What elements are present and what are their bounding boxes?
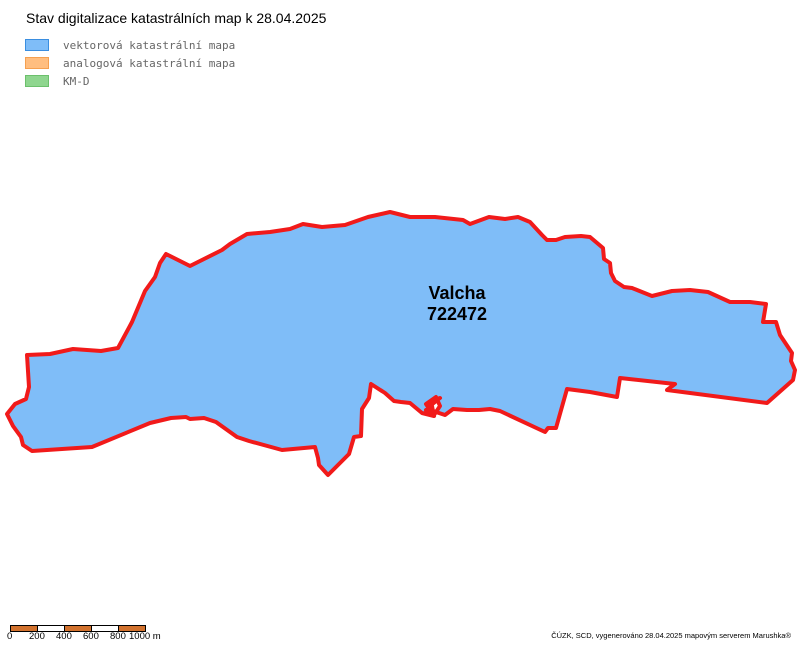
credit-text: ČÚZK, SCD, vygenerováno 28.04.2025 mapov… xyxy=(551,631,791,640)
area-name-label: Valcha xyxy=(428,283,486,303)
scale-tick-label: 800 xyxy=(110,631,126,642)
scale-bar: 0 200 400 600 800 1000 m xyxy=(7,620,161,642)
scale-bar-graphic xyxy=(10,625,146,632)
legend: vektorová katastrální mapa analogová kat… xyxy=(25,36,235,90)
scale-tick-label: 200 xyxy=(29,631,45,642)
scale-tick-label: 0 xyxy=(7,631,13,642)
scale-tick-label: 600 xyxy=(83,631,99,642)
legend-label-vector: vektorová katastrální mapa xyxy=(63,38,236,52)
legend-item-kmd: KM-D xyxy=(25,72,235,90)
legend-item-analog: analogová katastrální mapa xyxy=(25,54,235,72)
legend-swatch-vector xyxy=(25,39,49,51)
legend-label-kmd: KM-D xyxy=(63,74,90,88)
map-title: Stav digitalizace katastrálních map k 28… xyxy=(26,10,327,26)
cadastral-area-polygon[interactable] xyxy=(5,210,797,477)
legend-label-analog: analogová katastrální mapa xyxy=(63,56,236,70)
scale-tick-label: 400 xyxy=(56,631,72,642)
legend-swatch-analog xyxy=(25,57,49,69)
legend-item-vector: vektorová katastrální mapa xyxy=(25,36,235,54)
area-code-label: 722472 xyxy=(427,304,487,324)
legend-swatch-kmd xyxy=(25,75,49,87)
scale-tick-labels: 0 200 400 600 800 1000 m xyxy=(7,631,180,643)
scale-segment xyxy=(118,625,146,632)
scale-tick-label: 1000 m xyxy=(129,631,161,642)
